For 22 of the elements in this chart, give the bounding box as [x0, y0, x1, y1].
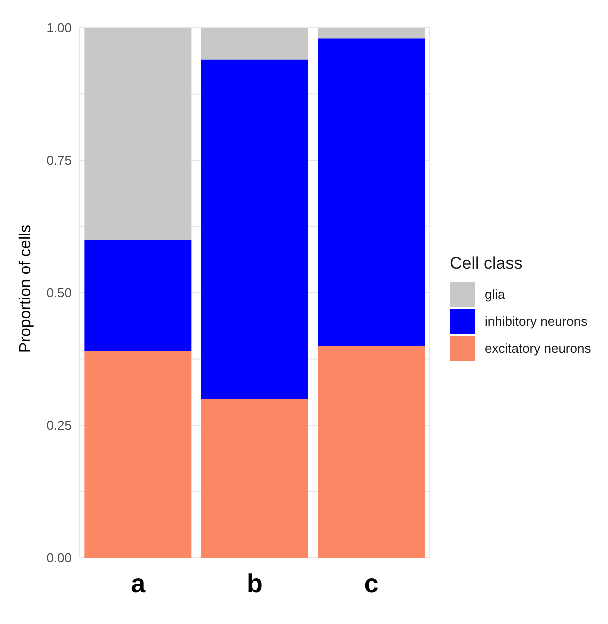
legend-label: glia — [485, 286, 506, 302]
legend-label: inhibitory neurons — [485, 314, 588, 328]
x-tick-label: c — [364, 568, 379, 598]
bar — [318, 346, 425, 558]
y-tick-label: 0.00 — [46, 550, 72, 566]
y-tick-label: 0.75 — [46, 153, 72, 168]
y-tick-label: 1.00 — [46, 20, 72, 36]
bar — [201, 60, 308, 399]
bar — [318, 28, 425, 39]
legend-label: excitatory neurons — [485, 340, 592, 356]
bar — [84, 240, 192, 352]
bar — [201, 28, 308, 60]
bar — [84, 351, 192, 558]
y-axis-title: Proportion of cells — [18, 224, 35, 353]
x-tick-label: a — [131, 568, 146, 598]
x-tick-label: b — [247, 568, 263, 598]
y-tick-label: 0.50 — [46, 286, 72, 301]
y-tick-label: 0.25 — [46, 418, 72, 434]
bar — [318, 38, 425, 346]
legend-title: Cell class — [450, 254, 524, 274]
bar — [84, 28, 192, 240]
bar — [201, 399, 308, 558]
